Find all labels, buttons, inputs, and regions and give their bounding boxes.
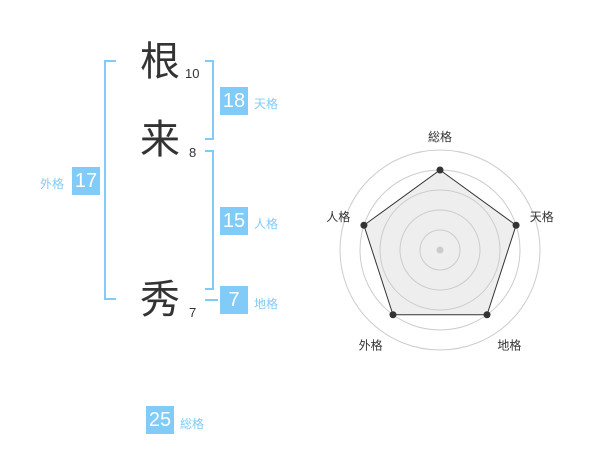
- tenkaku-value: 18: [220, 87, 248, 115]
- bracket-tick: [205, 150, 214, 152]
- radar-center: [436, 246, 444, 254]
- radar-axis-label: 総格: [428, 129, 452, 144]
- radar-point-4: [360, 221, 368, 229]
- radar-ring: [379, 189, 501, 311]
- name-char-3: 秀: [140, 277, 180, 323]
- chikaku-connector: [205, 299, 218, 301]
- chikaku-label: 地格: [254, 297, 279, 311]
- soukaku-value: 25: [146, 406, 174, 434]
- stroke-count-3: 7: [189, 305, 197, 320]
- jinkaku-label: 人格: [254, 217, 279, 231]
- gaikaku-value: 17: [72, 167, 100, 195]
- chikaku-value: 7: [220, 286, 248, 314]
- bracket-tick: [104, 298, 116, 300]
- radar-ring: [399, 209, 481, 291]
- radar-point-0: [436, 166, 444, 174]
- bracket-tick: [205, 288, 214, 290]
- radar-axis-label: 天格: [530, 209, 554, 224]
- radar-axis-label: 地格: [497, 337, 521, 352]
- radar-outline: [363, 169, 517, 316]
- radar-ring: [419, 229, 461, 271]
- jinkaku-bracket: [212, 150, 214, 290]
- radar-point-2: [483, 311, 491, 319]
- name-char-2: 来: [140, 117, 180, 163]
- jinkaku-value: 15: [220, 207, 248, 235]
- tenkaku-label: 天格: [254, 97, 279, 111]
- gaikaku-label: 外格: [40, 177, 65, 191]
- bracket-tick: [104, 60, 116, 62]
- radar-point-3: [389, 311, 397, 319]
- name-char-1: 根: [140, 39, 180, 85]
- stroke-count-2: 8: [189, 145, 197, 160]
- radar-point-1: [512, 221, 520, 229]
- radar-area: [363, 170, 517, 315]
- stroke-count-1: 10: [185, 66, 200, 81]
- soukaku-label: 総格: [180, 417, 205, 431]
- bracket-tick: [205, 138, 214, 140]
- radar-axis-label: 人格: [326, 209, 350, 224]
- radar-ring: [339, 149, 541, 351]
- radar-axis-label: 外格: [359, 337, 383, 352]
- tenkaku-bracket: [212, 60, 214, 140]
- bracket-tick: [205, 60, 214, 62]
- gaikaku-bracket: [104, 60, 106, 300]
